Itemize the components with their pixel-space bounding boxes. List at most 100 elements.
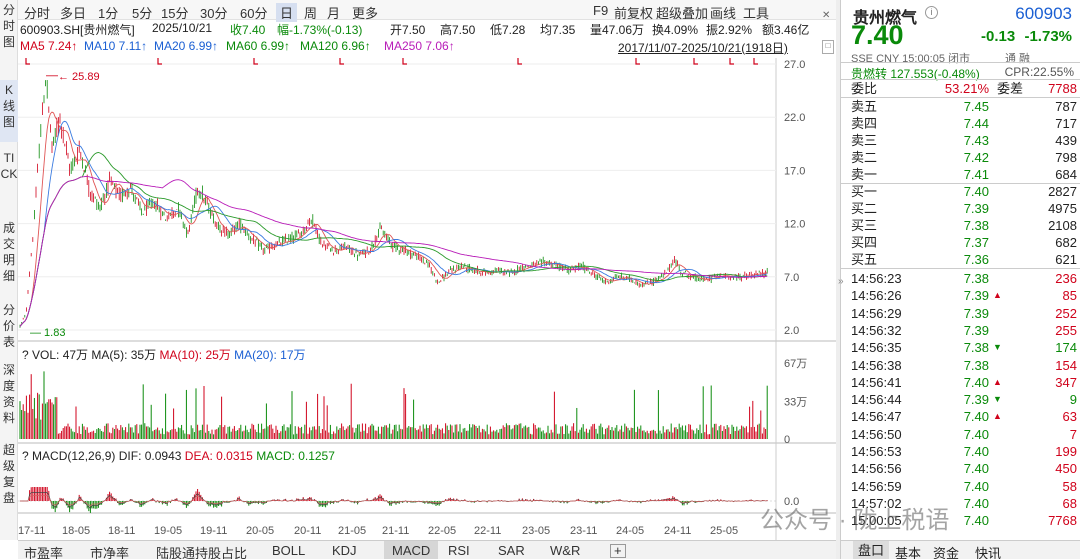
bid-row[interactable]: 买四 7.37 682 (851, 234, 1077, 251)
tick-time: 14:56:38 (851, 357, 902, 373)
left-tab-1[interactable]: K线图 (0, 80, 18, 142)
toolbar-action-2[interactable]: 超级叠加 (656, 6, 709, 21)
macd-help-icon[interactable]: ? (22, 449, 29, 463)
high-price-label: ← 25.89 (58, 71, 100, 83)
indicator-tab-6[interactable]: RSI (448, 543, 470, 558)
ma60-label: MA60 6.99↑ (226, 39, 291, 53)
indicator-tab-4[interactable]: KDJ (332, 543, 357, 558)
toolbar-action-1[interactable]: 前复权 (614, 6, 654, 21)
period-tab-8[interactable]: 周 (304, 6, 318, 21)
period-tab-7[interactable]: 日 (276, 3, 298, 22)
event-flag-icon (753, 58, 758, 65)
tick-price: 7.40 (963, 513, 989, 529)
bid-volume: 4975 (1048, 201, 1077, 216)
period-tab-1[interactable]: 多日 (60, 6, 87, 21)
tick-row: 14:56:38 7.38 154 (851, 357, 1077, 374)
bid-label: 买五 (851, 252, 878, 267)
tick-volume: 9 (1069, 392, 1077, 408)
tick-volume: 236 (1055, 271, 1077, 286)
price-tick-label: 22.0 (784, 112, 805, 124)
x-tick-label: 20-05 (246, 525, 274, 537)
quote-info-row: 600903.SH[贵州燃气] 2025/10/21 收7.40 幅-1.73%… (18, 21, 836, 38)
bid-price: 7.40 (963, 184, 989, 199)
x-tick-label: 24-11 (664, 525, 691, 537)
ask-row[interactable]: 卖三 7.43 439 (851, 132, 1077, 149)
period-tab-10[interactable]: 更多 (352, 6, 379, 21)
ask-price: 7.45 (963, 99, 989, 114)
indicator-tab-9[interactable]: + (610, 544, 626, 558)
x-tick-label: 21-05 (338, 525, 366, 537)
toolbar-action-0[interactable]: F9 (593, 3, 609, 18)
ask-row[interactable]: 卖四 7.44 717 (851, 115, 1077, 132)
period-tab-0[interactable]: 分时 (24, 6, 51, 21)
period-tab-2[interactable]: 1分 (98, 6, 119, 21)
dea-line (20, 495, 768, 507)
period-tab-3[interactable]: 5分 (132, 6, 153, 21)
toolbar-action-4[interactable]: 工具 (743, 6, 770, 21)
ma250-label: MA250 7.06↑ (384, 39, 455, 53)
left-tab-3[interactable]: 成交明细 (2, 221, 15, 283)
price-tick-label: 7.0 (784, 272, 799, 284)
tick-row: 14:56:50 7.40 7 (851, 426, 1077, 443)
tick-volume: 7 (1069, 426, 1077, 442)
tick-row: 15:00:05 7.40 7768 (851, 512, 1077, 529)
right-tab-0[interactable]: 盘口 (853, 541, 890, 559)
x-tick-label: 23-11 (570, 525, 597, 537)
period-tab-5[interactable]: 30分 (200, 6, 228, 21)
right-tab-3[interactable]: 快讯 (975, 546, 1002, 559)
period-tab-4[interactable]: 15分 (161, 6, 189, 21)
tick-volume: 85 (1062, 288, 1077, 304)
collapse-icon[interactable]: □ (822, 40, 834, 54)
tick-volume: 154 (1055, 357, 1077, 373)
tick-row: 14:56:35 7.38 174 ▼ (851, 339, 1077, 356)
indicator-tab-7[interactable]: SAR (498, 543, 525, 558)
bid-row[interactable]: 买五 7.36 621 (851, 251, 1077, 268)
right-tab-1[interactable]: 基本 (895, 546, 922, 559)
low-price-label: — 1.83 (30, 327, 65, 339)
info-icon[interactable]: i (925, 6, 938, 19)
indicator-tab-5[interactable]: MACD (384, 541, 439, 559)
ask-row[interactable]: 卖一 7.41 684 (851, 166, 1077, 183)
tick-price: 7.39 (963, 288, 989, 304)
tick-time: 14:56:26 (851, 288, 902, 304)
bid-row[interactable]: 买一 7.40 2827 (851, 183, 1077, 200)
close-icon[interactable]: ✕ (822, 10, 831, 21)
event-flag-icon (729, 58, 734, 65)
bid-row[interactable]: 买二 7.39 4975 (851, 200, 1077, 217)
left-tab-5[interactable]: 深度资料 (2, 363, 15, 425)
bid-row[interactable]: 买三 7.38 2108 (851, 217, 1077, 234)
left-tab-2[interactable]: TICK (0, 151, 18, 181)
period-tab-6[interactable]: 60分 (240, 6, 268, 21)
convertible-bond[interactable]: 贵燃转 127.553(-0.48%) (851, 67, 980, 81)
period-tab-9[interactable]: 月 (327, 6, 341, 21)
kline-chart[interactable]: 27.0 22.0 17.0 12.0 7.0 2.0 ← 25.89 — 1.83 67万 33… (18, 58, 838, 540)
vol-tick-label: 33万 (784, 397, 807, 409)
tick-volume: 252 (1055, 305, 1077, 321)
right-tab-2[interactable]: 资金 (933, 546, 960, 559)
ask-row[interactable]: 卖二 7.42 798 (851, 149, 1077, 166)
vol-help-icon[interactable]: ? (22, 348, 29, 362)
event-flag-icon (517, 58, 522, 65)
indicator-tab-2[interactable]: 陆股通持股占比 (156, 546, 248, 559)
ask-volume: 787 (1055, 99, 1077, 114)
ma10-label: MA10 7.11↑ (84, 39, 148, 53)
toolbar-action-3[interactable]: 画线 (710, 6, 737, 21)
tick-price: 7.38 (963, 357, 989, 373)
left-tab-4[interactable]: 分价表 (2, 303, 15, 349)
event-flag-icon (339, 58, 344, 65)
amount-value: 额3.46亿 (762, 23, 810, 37)
tick-time: 15:00:05 (851, 513, 902, 529)
left-tab-0[interactable]: 分时图 (2, 3, 15, 49)
indicator-tab-3[interactable]: BOLL (272, 543, 306, 558)
indicator-tab-1[interactable]: 市净率 (90, 546, 130, 559)
date-range[interactable]: 2017/11/07-2025/10/21(1918日) (618, 41, 788, 55)
indicator-tab-0[interactable]: 市盈率 (24, 546, 64, 559)
indicator-tabs: 市盈率 市净率 陆股通持股占比 BOLL KDJ MACD RSI SAR W&R + (18, 540, 836, 559)
expand-arrow-icon[interactable]: » (838, 276, 844, 287)
tick-volume: 347 (1055, 374, 1077, 390)
ask-row[interactable]: 卖五 7.45 787 (851, 98, 1077, 115)
panel-splitter[interactable] (836, 0, 840, 559)
left-tab-6[interactable]: 超级复盘 (2, 443, 15, 505)
indicator-tab-8[interactable]: W&R (550, 543, 581, 558)
tick-row: 14:56:26 7.39 85 ▲ (851, 287, 1077, 304)
